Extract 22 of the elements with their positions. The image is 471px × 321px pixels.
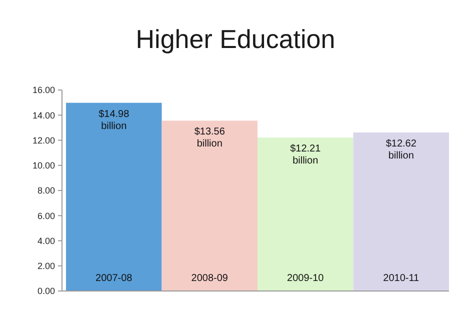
chart-title: Higher Education	[136, 24, 336, 54]
x-tick-label: 2007-08	[96, 273, 133, 284]
x-tick-label: 2008-09	[191, 273, 228, 284]
y-tick-label: 10.00	[32, 160, 55, 171]
x-tick-label: 2010-11	[383, 273, 420, 284]
data-label: $14.98 billion	[98, 108, 130, 132]
y-tick-label: 14.00	[32, 110, 55, 120]
y-tick-label: 4.00	[37, 236, 55, 246]
bar	[353, 132, 449, 291]
bar	[66, 102, 162, 291]
data-label: $12.21 billion	[290, 144, 322, 167]
bar	[258, 138, 354, 291]
data-label: $12.62 billion	[386, 138, 417, 162]
y-tick-label: 2.00	[37, 261, 55, 272]
data-label: $13.56 billion	[194, 126, 226, 150]
x-tick-label: 2009-10	[287, 273, 324, 284]
bar	[162, 120, 258, 291]
y-tick-label: 6.00	[37, 210, 55, 221]
y-tick-label: 16.00	[32, 85, 55, 96]
y-tick-label: 8.00	[37, 186, 55, 196]
y-tick-label: 12.00	[32, 135, 55, 146]
y-tick-label: 0.00	[37, 286, 55, 296]
